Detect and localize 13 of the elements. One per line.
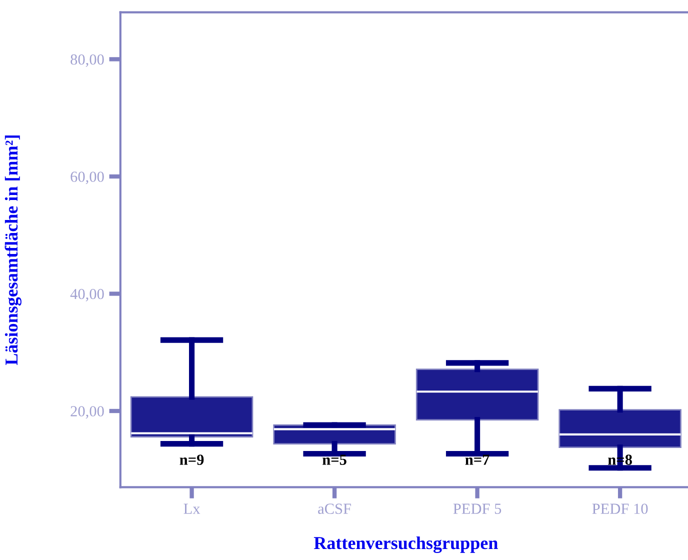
y-tick-label: 80,00 <box>70 54 104 67</box>
annotation: n=5 <box>322 454 346 465</box>
y-tick-label: 20,00 <box>70 406 104 419</box>
x-tick-label: Lx <box>184 504 200 514</box>
y-tick-label: 40,00 <box>70 288 104 302</box>
annotation: n=9 <box>180 454 204 465</box>
y-tick-label: 60,00 <box>70 172 104 184</box>
x-tick-label: PEDF 5 <box>453 504 502 514</box>
annotation: n=7 <box>465 454 490 465</box>
x-tick-label: aCSF <box>318 504 351 514</box>
x-axis-title: Rattenversuchsgruppen <box>314 536 498 553</box>
x-tick-label: PEDF 10 <box>592 504 648 514</box>
y-axis-title: Läsionsgesamtfläche in [mm²] <box>4 136 22 365</box>
